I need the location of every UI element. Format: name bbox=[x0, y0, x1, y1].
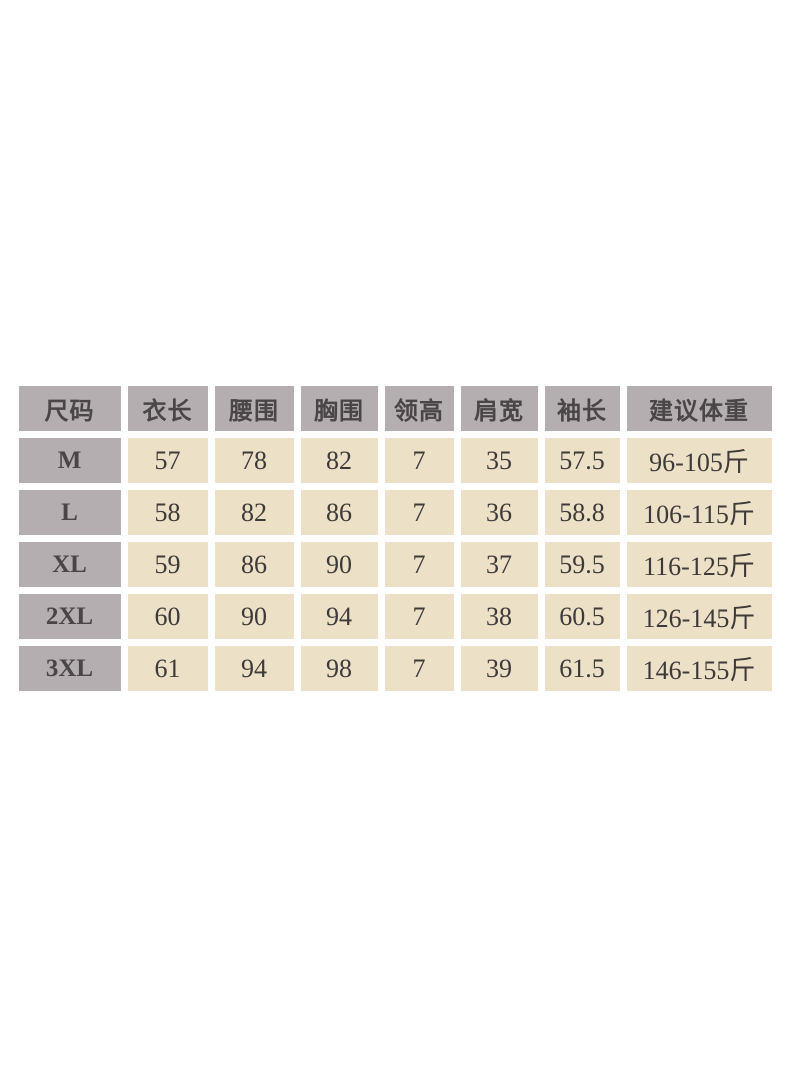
cell-bust: 98 bbox=[300, 646, 378, 691]
cell-bust: 86 bbox=[300, 490, 378, 535]
column-header-shoulder-width: 肩宽 bbox=[460, 386, 538, 431]
size-label: XL bbox=[18, 542, 121, 587]
cell-suggested-weight: 106-115斤 bbox=[626, 490, 772, 535]
cell-shoulder-width: 35 bbox=[460, 438, 538, 483]
size-label: L bbox=[18, 490, 121, 535]
cell-bust: 82 bbox=[300, 438, 378, 483]
cell-sleeve-length: 58.8 bbox=[544, 490, 620, 535]
size-chart-table: 尺码 衣长 腰围 胸围 领高 肩宽 袖长 建议体重 M 57 78 82 7 3… bbox=[12, 379, 779, 698]
header-row: 尺码 衣长 腰围 胸围 领高 肩宽 袖长 建议体重 bbox=[18, 386, 772, 431]
size-label: M bbox=[18, 438, 121, 483]
table-row-m: M 57 78 82 7 35 57.5 96-105斤 bbox=[18, 438, 772, 483]
cell-sleeve-length: 57.5 bbox=[544, 438, 620, 483]
cell-sleeve-length: 59.5 bbox=[544, 542, 620, 587]
cell-waist: 82 bbox=[214, 490, 294, 535]
cell-collar-height: 7 bbox=[384, 594, 454, 639]
column-header-bust: 胸围 bbox=[300, 386, 378, 431]
cell-suggested-weight: 126-145斤 bbox=[626, 594, 772, 639]
column-header-sleeve-length: 袖长 bbox=[544, 386, 620, 431]
cell-waist: 94 bbox=[214, 646, 294, 691]
cell-suggested-weight: 116-125斤 bbox=[626, 542, 772, 587]
column-header-size: 尺码 bbox=[18, 386, 121, 431]
cell-collar-height: 7 bbox=[384, 542, 454, 587]
table-row-3xl: 3XL 61 94 98 7 39 61.5 146-155斤 bbox=[18, 646, 772, 691]
table-row-l: L 58 82 86 7 36 58.8 106-115斤 bbox=[18, 490, 772, 535]
cell-waist: 90 bbox=[214, 594, 294, 639]
cell-sleeve-length: 61.5 bbox=[544, 646, 620, 691]
cell-garment-length: 61 bbox=[127, 646, 208, 691]
cell-shoulder-width: 39 bbox=[460, 646, 538, 691]
cell-collar-height: 7 bbox=[384, 646, 454, 691]
column-header-collar-height: 领高 bbox=[384, 386, 454, 431]
table-row-2xl: 2XL 60 90 94 7 38 60.5 126-145斤 bbox=[18, 594, 772, 639]
column-header-waist: 腰围 bbox=[214, 386, 294, 431]
table-row-xl: XL 59 86 90 7 37 59.5 116-125斤 bbox=[18, 542, 772, 587]
cell-suggested-weight: 96-105斤 bbox=[626, 438, 772, 483]
cell-garment-length: 60 bbox=[127, 594, 208, 639]
size-label: 3XL bbox=[18, 646, 121, 691]
column-header-garment-length: 衣长 bbox=[127, 386, 208, 431]
column-header-suggested-weight: 建议体重 bbox=[626, 386, 772, 431]
cell-garment-length: 59 bbox=[127, 542, 208, 587]
cell-collar-height: 7 bbox=[384, 438, 454, 483]
cell-bust: 94 bbox=[300, 594, 378, 639]
cell-garment-length: 58 bbox=[127, 490, 208, 535]
size-label: 2XL bbox=[18, 594, 121, 639]
cell-shoulder-width: 38 bbox=[460, 594, 538, 639]
cell-waist: 78 bbox=[214, 438, 294, 483]
cell-waist: 86 bbox=[214, 542, 294, 587]
cell-bust: 90 bbox=[300, 542, 378, 587]
cell-garment-length: 57 bbox=[127, 438, 208, 483]
cell-shoulder-width: 36 bbox=[460, 490, 538, 535]
cell-shoulder-width: 37 bbox=[460, 542, 538, 587]
cell-sleeve-length: 60.5 bbox=[544, 594, 620, 639]
cell-suggested-weight: 146-155斤 bbox=[626, 646, 772, 691]
cell-collar-height: 7 bbox=[384, 490, 454, 535]
